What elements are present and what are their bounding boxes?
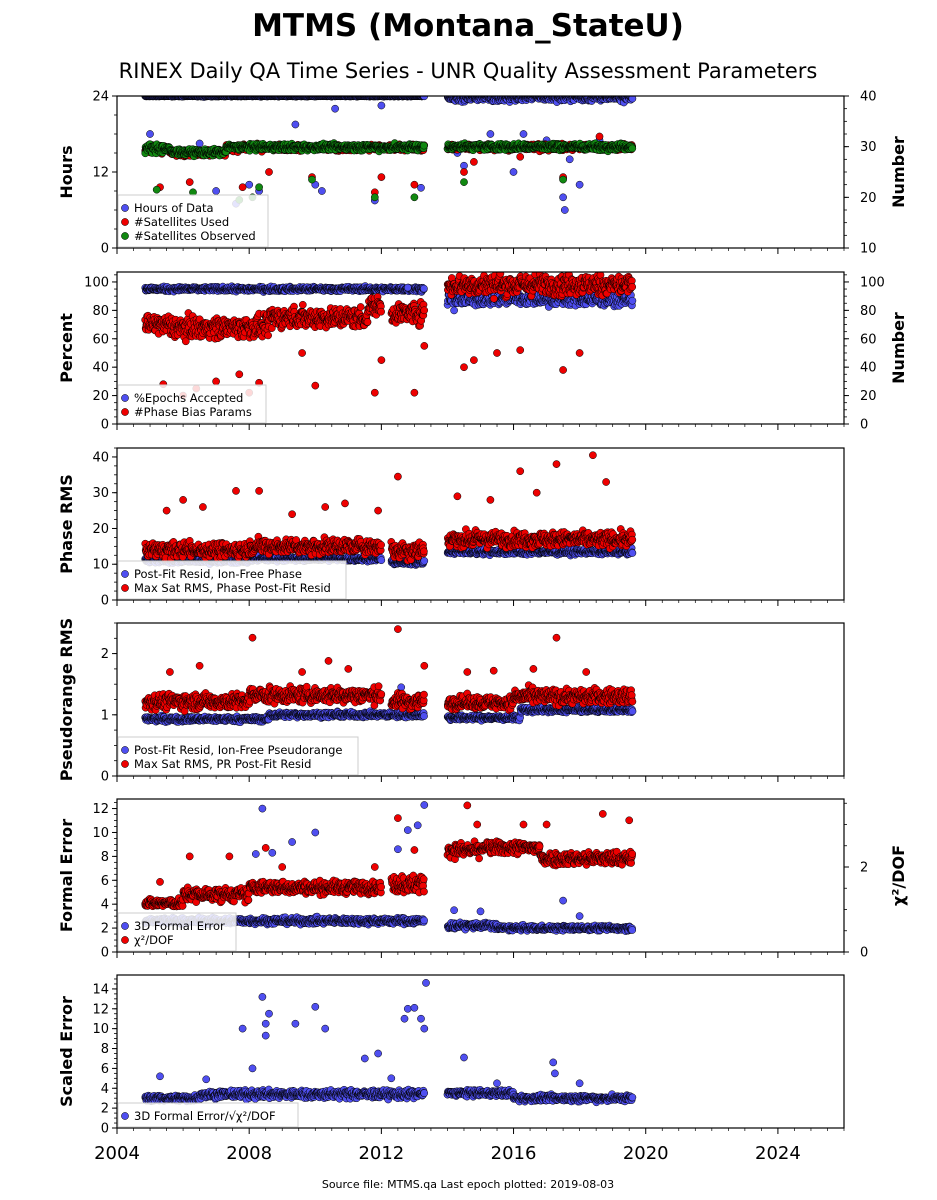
x-ticks xyxy=(116,248,845,254)
y-tick-label: 24 xyxy=(92,90,109,105)
chart-title: MTMS (Montana_StateU) xyxy=(252,8,684,44)
outlier-point xyxy=(470,158,478,166)
y-tick-label: 0 xyxy=(101,242,109,257)
y-right-tick-label: 30 xyxy=(860,140,877,155)
outlier-point xyxy=(152,185,161,194)
panel-2: 020406080100020406080100NumberPercent%Ep… xyxy=(57,271,908,433)
outlier-point xyxy=(245,180,254,189)
y-right-tick-label: 10 xyxy=(860,242,877,257)
outlier-point xyxy=(255,183,263,192)
outlier-point xyxy=(486,130,495,138)
legend-label: #Satellites Observed xyxy=(134,229,256,243)
data-point xyxy=(298,300,307,309)
outlier-point xyxy=(331,104,339,113)
outlier-point xyxy=(403,283,412,292)
outlier-point xyxy=(460,168,468,176)
data-point xyxy=(628,96,637,103)
outlier-point xyxy=(560,206,569,214)
points-layer xyxy=(141,96,637,214)
outlier-point xyxy=(559,193,567,202)
legend-label: Hours of Data xyxy=(134,201,214,215)
series-2-points xyxy=(141,272,637,400)
outlier-point xyxy=(450,306,458,315)
data-point xyxy=(264,331,272,340)
outlier-point xyxy=(318,187,326,195)
y-right-tick-label: 40 xyxy=(860,90,877,105)
legend-marker xyxy=(121,218,129,226)
outlier-point xyxy=(291,120,300,129)
y-axis-left: 0 12 24 xyxy=(92,90,117,257)
y-axis-right-label: Number xyxy=(889,136,908,208)
data-point xyxy=(420,284,428,293)
y-axis-label: Hours xyxy=(57,145,76,198)
legend-marker xyxy=(121,204,129,212)
data-point xyxy=(628,144,637,153)
y-tick-label: 12 xyxy=(92,166,109,181)
chart-subtitle: RINEX Daily QA Time Series - UNR Quality… xyxy=(119,59,818,83)
outlier-point xyxy=(308,175,316,184)
y-axis-right: 10 20 30 40 xyxy=(844,90,877,257)
data-point xyxy=(420,141,428,150)
outlier-point xyxy=(559,175,567,184)
legend-label: #Satellites Used xyxy=(134,215,229,229)
outlier-point xyxy=(377,101,386,110)
outlier-point xyxy=(377,173,386,181)
outlier-point xyxy=(238,183,247,192)
outlier-point xyxy=(195,139,204,148)
legend-marker xyxy=(121,232,129,240)
outlier-point xyxy=(417,183,425,192)
outlier-point xyxy=(575,180,584,189)
outlier-point xyxy=(460,178,468,186)
outlier-point xyxy=(509,168,518,176)
legend: Hours of Data#Satellites Used#Satellites… xyxy=(117,194,269,248)
data-point xyxy=(181,337,190,346)
data-point xyxy=(628,296,637,305)
outlier-point xyxy=(410,193,419,202)
outlier-point xyxy=(370,193,379,202)
outlier-point xyxy=(516,152,525,161)
outlier-point xyxy=(595,132,604,141)
outlier-point xyxy=(519,130,528,138)
outlier-point xyxy=(265,168,273,176)
y-right-tick-label: 20 xyxy=(860,191,877,206)
series-3-points xyxy=(141,139,637,204)
legend-box xyxy=(117,194,269,248)
outlier-point xyxy=(185,178,194,186)
points-layer xyxy=(141,272,637,400)
outlier-point xyxy=(410,180,419,189)
outlier-point xyxy=(565,155,574,164)
outlier-point xyxy=(146,130,154,138)
outlier-point xyxy=(212,187,220,195)
